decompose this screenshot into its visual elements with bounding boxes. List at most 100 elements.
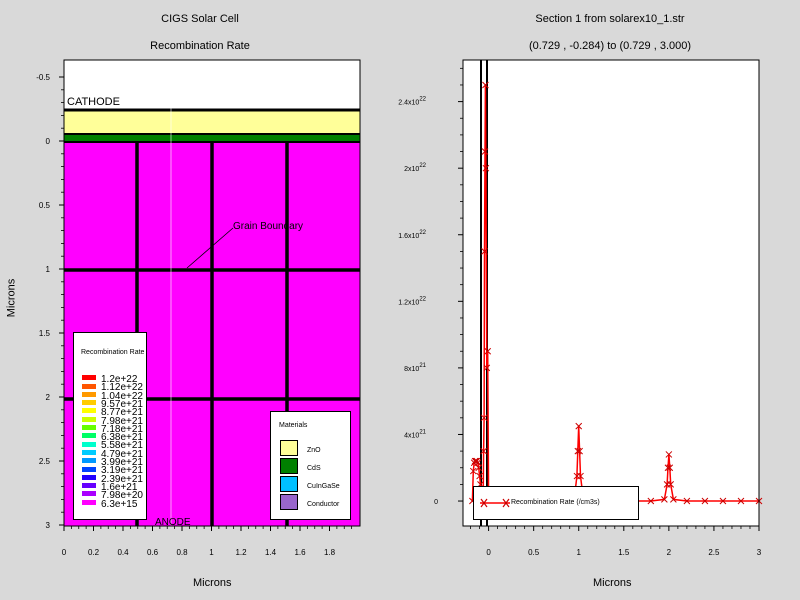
rate-legend-swatch [82, 458, 96, 464]
chart-x-tick-label: 0 [486, 548, 491, 557]
rate-legend-item: 1.12e+22 [82, 377, 143, 395]
data-point-marker [701, 497, 709, 505]
zno-layer [64, 110, 360, 134]
rate-legend-label: 7.98e+20 [101, 490, 143, 502]
chart-subtitle: (0.729 , -0.284) to (0.729 , 3.000) [528, 40, 692, 52]
left-y-tick-label: 1 [46, 265, 51, 274]
data-point-marker [719, 497, 727, 505]
left-x-tick-label: 1.8 [324, 548, 336, 557]
right-y-axis: 0 4x1021 8x1021 1.2x1022 1.6x1022 2x1022 2.4x1… [398, 67, 463, 506]
rate-legend-item: 7.98e+20 [82, 485, 143, 503]
chart-y-tick-label: 1.2x1022 [398, 296, 426, 306]
materials-legend-item: CuInGaSe [280, 475, 340, 493]
legend-line-marker [480, 498, 510, 508]
left-x-tick-label: 1.2 [235, 548, 247, 557]
rate-legend-item: 7.98e+21 [82, 411, 143, 429]
rate-legend-item: 6.38e+21 [82, 427, 143, 445]
rate-legend-label: 9.57e+21 [101, 398, 143, 410]
rate-legend-swatch [82, 391, 96, 397]
data-point-marker [480, 447, 487, 455]
rate-legend-item: 8.77e+21 [82, 402, 143, 420]
chart-x-tick-label: 0.5 [528, 548, 540, 557]
materials-legend-item: ZnO [280, 439, 321, 457]
right-x-axis: 0 0.5 1 1.5 2 2.5 3 [470, 526, 762, 557]
rate-legend-item: 4.79e+21 [82, 444, 143, 462]
materials-legend-item: CdS [280, 457, 321, 475]
rate-legend-label: 1.2e+22 [101, 374, 138, 385]
material-swatch [280, 475, 298, 492]
rate-legend-item: 3.99e+21 [82, 452, 143, 470]
data-point-marker [469, 467, 477, 475]
data-point-marker [476, 472, 483, 480]
data-point-marker [480, 414, 488, 422]
rate-legend-label: 4.79e+21 [101, 448, 143, 460]
rate-legend-item: 3.19e+21 [82, 460, 143, 478]
data-point-marker [576, 447, 583, 455]
left-y-tick-label: 1.5 [39, 329, 51, 338]
recombination-rate-legend: Recombination Rate 1.2e+22 1.12e+22 1.04e+… [73, 332, 147, 520]
rate-legend-swatch [82, 491, 96, 497]
data-point-marker [482, 164, 490, 172]
chart-y-tick-label: 1.6x1022 [398, 230, 426, 240]
left-x-tick-label: 0.6 [147, 548, 159, 557]
cds-layer [64, 134, 360, 142]
chart-x-tick-label: 2.5 [708, 548, 720, 557]
rate-legend-label: 1.12e+22 [101, 382, 143, 394]
rate-legend-label: 2.39e+21 [101, 473, 143, 485]
material-label: ZnO [307, 447, 321, 454]
data-point-marker [482, 81, 489, 89]
grain-boundary-annotation: Grain Boundary [233, 221, 303, 232]
rate-legend-item: 1.2e+22 [82, 369, 137, 387]
left-x-tick-label: 1.4 [265, 548, 277, 557]
rate-legend-label: 5.58e+21 [101, 440, 143, 452]
materials-legend-title: Materials [279, 422, 308, 429]
left-y-tick-label: -0.5 [36, 73, 50, 82]
data-point-marker [483, 364, 491, 372]
data-point-marker [481, 148, 489, 155]
left-x-tick-label: 0 [62, 548, 67, 557]
material-label: CuInGaSe [307, 483, 340, 490]
chart-y-tick-label: 2.4x1022 [398, 97, 426, 107]
data-point-marker [666, 464, 674, 472]
rate-legend-swatch [82, 408, 96, 414]
rate-legend-swatch [82, 483, 96, 489]
chart-legend: Recombination Rate (/cm3s) [473, 486, 639, 520]
rate-legend-item: 5.58e+21 [82, 435, 143, 453]
chart-y-tick-label: 0 [434, 499, 438, 506]
chart-x-tick-label: 2 [667, 548, 672, 557]
chart-title: Section 1 from solarex10_1.str [535, 13, 685, 25]
left-x-tick-label: 0.8 [176, 548, 188, 557]
cathode-label: CATHODE [67, 96, 120, 108]
material-label: CdS [307, 465, 321, 472]
left-x-axis-label: Microns [193, 577, 232, 589]
left-y-axis: -0.5 0 0.5 1 1.5 2 2.5 3 [36, 73, 64, 530]
data-point-marker [665, 451, 673, 458]
line-plot-area [463, 60, 759, 526]
left-x-tick-label: 0.4 [117, 548, 129, 557]
left-y-axis-label: Microns [5, 278, 18, 318]
data-point-marker [647, 497, 655, 505]
grain-boundary-pointer [186, 227, 234, 269]
chart-x-tick-label: 3 [757, 548, 762, 557]
materials-legend-item: Conductor [280, 493, 339, 511]
rate-legend-label: 6.38e+21 [101, 432, 143, 444]
rate-legend-label: 8.77e+21 [101, 407, 143, 419]
rate-legend-swatch [82, 433, 96, 439]
data-point-marker [481, 248, 488, 255]
rate-legend-swatch [82, 474, 96, 480]
chart-y-tick-label: 4x1021 [404, 429, 427, 439]
rate-legend-label: 3.19e+21 [101, 465, 143, 477]
rate-legend-item: 1.6e+21 [82, 477, 137, 495]
rate-legend-swatch [82, 383, 96, 389]
data-point-marker [661, 496, 668, 503]
data-point-marker [575, 422, 583, 430]
chart-x-axis-label: Microns [593, 577, 632, 589]
legend-series-label: Recombination Rate (/cm3s) [511, 499, 600, 506]
chart-y-tick-label: 2x1022 [404, 163, 427, 173]
rate-legend-item: 2.39e+21 [82, 469, 143, 487]
rate-legend-swatch [82, 499, 96, 505]
rate-legend-label: 1.04e+22 [101, 390, 143, 402]
left-subtitle: Recombination Rate [150, 40, 250, 52]
material-label: Conductor [307, 501, 340, 508]
data-point-marker [670, 496, 677, 503]
